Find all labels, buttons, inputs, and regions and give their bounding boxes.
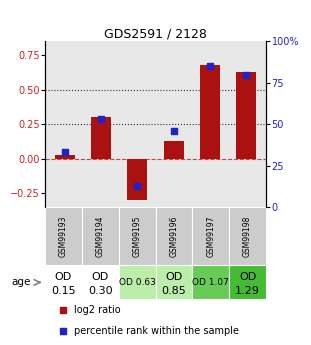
Bar xyxy=(192,265,229,299)
Point xyxy=(171,128,176,134)
Point xyxy=(135,183,140,188)
Text: 0.85: 0.85 xyxy=(161,286,186,296)
Text: percentile rank within the sample: percentile rank within the sample xyxy=(74,326,239,336)
Bar xyxy=(82,265,119,299)
Bar xyxy=(236,72,256,159)
Text: GSM99196: GSM99196 xyxy=(169,216,179,257)
Text: 0.15: 0.15 xyxy=(51,286,76,296)
Bar xyxy=(91,117,111,159)
Bar xyxy=(156,207,192,265)
Bar xyxy=(45,207,82,265)
Text: GSM99198: GSM99198 xyxy=(243,216,252,257)
Bar xyxy=(82,207,119,265)
Bar xyxy=(229,265,266,299)
Text: GSM99197: GSM99197 xyxy=(206,216,215,257)
Text: log2 ratio: log2 ratio xyxy=(74,305,120,315)
Text: 1.29: 1.29 xyxy=(235,286,260,296)
Text: age: age xyxy=(12,277,31,287)
Text: OD 1.07: OD 1.07 xyxy=(192,278,229,287)
Point xyxy=(60,328,65,334)
Text: GSM99195: GSM99195 xyxy=(132,216,142,257)
Bar xyxy=(119,207,156,265)
Bar xyxy=(128,159,147,200)
Bar xyxy=(229,207,266,265)
Point xyxy=(63,150,67,155)
Text: GSM99194: GSM99194 xyxy=(96,216,105,257)
Title: GDS2591 / 2128: GDS2591 / 2128 xyxy=(104,27,207,40)
Bar xyxy=(200,65,220,159)
Bar xyxy=(55,155,75,159)
Point xyxy=(244,72,248,77)
Text: OD: OD xyxy=(165,272,183,282)
Point xyxy=(207,63,212,69)
Text: OD: OD xyxy=(55,272,72,282)
Text: OD: OD xyxy=(92,272,109,282)
Bar xyxy=(45,265,82,299)
Bar xyxy=(156,265,192,299)
Bar xyxy=(192,207,229,265)
Text: OD 0.63: OD 0.63 xyxy=(119,278,156,287)
Point xyxy=(60,307,65,313)
Text: 0.30: 0.30 xyxy=(88,286,113,296)
Text: GSM99193: GSM99193 xyxy=(59,216,68,257)
Text: OD: OD xyxy=(239,272,256,282)
Point xyxy=(99,117,104,122)
Bar xyxy=(164,141,183,159)
Bar xyxy=(119,265,156,299)
